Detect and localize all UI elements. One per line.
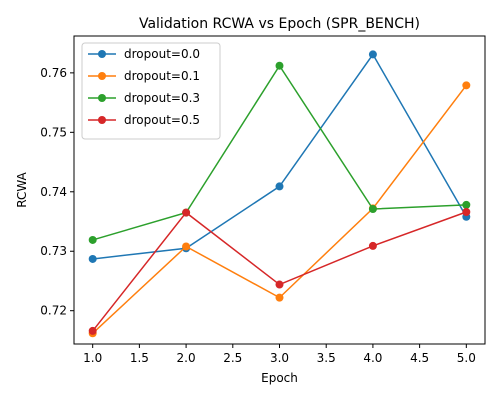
series-layer (88, 50, 471, 338)
y-tick-label: 0.72 (40, 304, 67, 318)
data-point (462, 208, 471, 216)
legend-swatch-marker (98, 72, 106, 80)
x-tick-label: 2.0 (177, 351, 196, 365)
legend-box (81, 42, 221, 140)
chart-title: Validation RCWA vs Epoch (SPR_BENCH) (139, 16, 420, 32)
data-point (368, 205, 377, 214)
data-point (275, 61, 284, 70)
data-point (88, 235, 97, 244)
data-point (182, 208, 191, 217)
x-tick-label: 1.0 (83, 351, 102, 365)
data-point (368, 50, 377, 59)
legend-swatch-marker (98, 116, 106, 124)
y-tick-label: 0.74 (40, 185, 67, 199)
data-point (462, 200, 471, 209)
x-tick-label: 1.5 (130, 351, 149, 365)
plot-border (73, 35, 486, 345)
y-axis: 0.72 0.73 0.74 0.75 0.76 (40, 66, 74, 318)
legend-swatch-marker (98, 94, 106, 102)
x-tick-label: 3.0 (270, 351, 289, 365)
x-tick-label: 3.5 (317, 351, 336, 365)
y-tick-label: 0.75 (40, 125, 67, 139)
data-point (275, 293, 284, 302)
legend-swatch-marker (98, 50, 106, 58)
data-point (182, 242, 191, 251)
data-point (462, 81, 471, 90)
x-tick-label: 4.0 (363, 351, 382, 365)
legend-label: dropout=0.1 (124, 69, 200, 83)
x-axis: 1.0 1.5 2.0 2.5 3.0 3.5 4.0 4.5 5.0 (83, 344, 476, 365)
x-axis-label: Epoch (261, 371, 298, 385)
x-tick-label: 5.0 (457, 351, 476, 365)
data-point (88, 254, 97, 263)
data-point (368, 241, 377, 250)
data-point (88, 326, 97, 335)
legend-label: dropout=0.3 (124, 91, 200, 105)
x-tick-label: 2.5 (223, 351, 242, 365)
legend-label: dropout=0.5 (124, 113, 200, 127)
legend-label: dropout=0.0 (124, 47, 200, 61)
y-tick-label: 0.73 (40, 244, 67, 258)
x-tick-label: 4.5 (410, 351, 429, 365)
y-axis-label: RCWA (15, 171, 29, 207)
legend: dropout=0.0 dropout=0.1 dropout=0.3 dropout… (81, 42, 221, 140)
y-tick-label: 0.76 (40, 66, 67, 80)
data-point (275, 182, 284, 191)
data-point (275, 280, 284, 289)
